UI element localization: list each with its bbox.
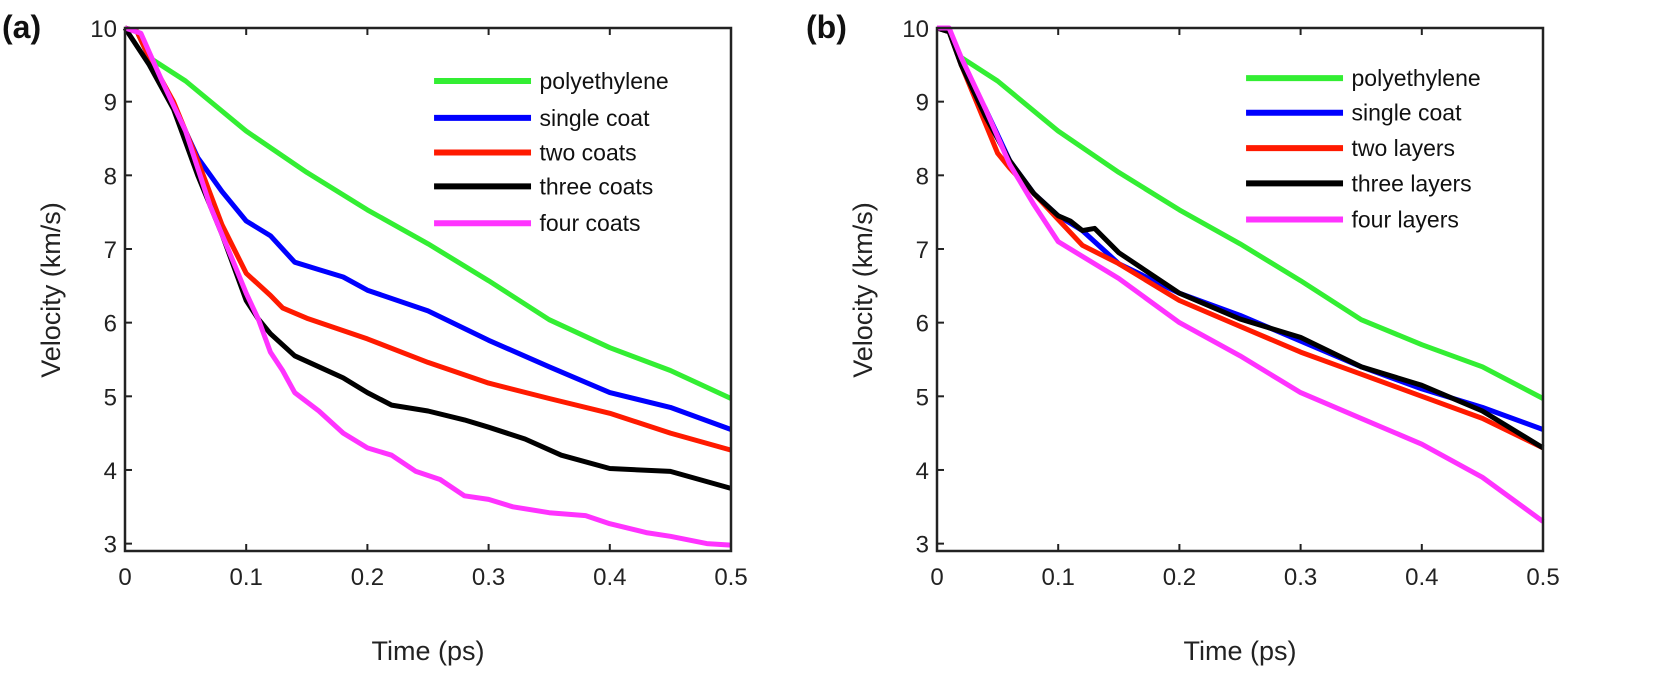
y-tick-label: 6 xyxy=(916,311,929,338)
y-tick-label: 9 xyxy=(104,90,117,117)
x-tick-label: 0.4 xyxy=(593,564,626,591)
y-tick-label: 7 xyxy=(916,237,929,264)
panel-b: (b) Time (ps) Velocity (km/s) 0 0.1 0.2 0.3… xyxy=(806,9,1560,666)
panel-a: (a) Time (ps) Velocity (km/s) 0 0.1 0.2 0.3… xyxy=(2,9,748,666)
x-tick-label: 0 xyxy=(930,564,943,591)
axes-frame xyxy=(123,26,733,553)
x-tick-label: 0.2 xyxy=(351,564,384,591)
panel-label: (a) xyxy=(2,9,41,45)
y-tick-label: 8 xyxy=(916,163,929,190)
axes-frame xyxy=(935,26,1545,553)
y-tick-label: 10 xyxy=(90,16,117,43)
y-tick-label: 5 xyxy=(104,384,117,411)
series-line-three-layers xyxy=(936,25,1545,451)
y-tick-label: 4 xyxy=(104,458,117,485)
legend-label: single coat xyxy=(1352,100,1463,126)
y-tick-label: 4 xyxy=(916,458,929,485)
x-tick-label: 0.5 xyxy=(1526,564,1559,591)
series-line-four-coats xyxy=(124,25,732,548)
legend-label: four coats xyxy=(540,210,641,236)
legend-label: three layers xyxy=(1352,170,1472,196)
x-tick-label: 0.3 xyxy=(1284,564,1317,591)
y-axis-label: Velocity (km/s) xyxy=(36,202,66,378)
y-tick-label: 3 xyxy=(916,532,929,559)
x-tick-label: 0 xyxy=(118,564,131,591)
x-tick-label: 0.3 xyxy=(472,564,505,591)
x-tick-label: 0.1 xyxy=(1042,564,1075,591)
series-line-four-layers xyxy=(937,25,1545,524)
legend-label: four layers xyxy=(1352,207,1459,233)
legend-label: two layers xyxy=(1352,135,1456,161)
legend-label: single coat xyxy=(540,105,651,131)
legend-label: two coats xyxy=(540,139,637,165)
y-axis-label: Velocity (km/s) xyxy=(848,202,878,378)
y-tick-label: 10 xyxy=(902,16,929,43)
series-line-three-coats xyxy=(122,26,732,491)
y-tick-label: 7 xyxy=(104,237,117,264)
y-tick-label: 8 xyxy=(104,163,117,190)
legend-label: polyethylene xyxy=(540,68,669,94)
y-tick-label: 6 xyxy=(104,311,117,338)
x-tick-label: 0.5 xyxy=(714,564,747,591)
legend-label: polyethylene xyxy=(1352,65,1481,91)
legend-label: three coats xyxy=(540,173,654,199)
y-tick-label: 5 xyxy=(916,384,929,411)
panel-label: (b) xyxy=(806,9,847,45)
x-tick-label: 0.2 xyxy=(1163,564,1196,591)
y-tick-label: 9 xyxy=(916,90,929,117)
x-tick-label: 0.1 xyxy=(230,564,263,591)
x-tick-label: 0.4 xyxy=(1405,564,1438,591)
x-axis-label: Time (ps) xyxy=(1184,636,1297,666)
x-axis-label: Time (ps) xyxy=(372,636,485,666)
y-tick-label: 3 xyxy=(104,532,117,559)
